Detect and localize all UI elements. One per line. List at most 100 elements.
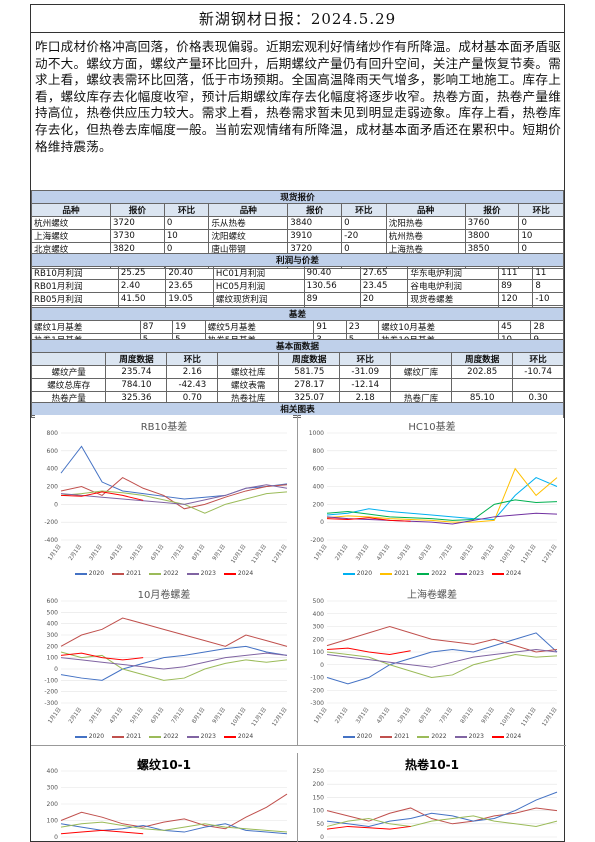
table-cell: 螺纹5月基差 — [204, 320, 315, 334]
legend-entry: 2024 — [491, 570, 521, 577]
x-tick-label: 7月1日 — [438, 543, 454, 562]
legend-entry: 2022 — [149, 733, 179, 740]
table-cell: 3720 — [109, 216, 165, 230]
table-cell: 报价 — [109, 203, 165, 217]
x-tick-label: 4月1日 — [375, 706, 391, 725]
table-cell: 0.30 — [512, 391, 564, 405]
table-header-cell — [217, 352, 280, 366]
legend-swatch — [342, 572, 355, 575]
y-tick-label: 200 — [313, 781, 325, 788]
table-cell: 螺纹总库存 — [30, 378, 107, 392]
charts-section-header: 相关图表 — [31, 402, 564, 416]
y-tick-label: -300 — [310, 700, 324, 707]
chart-2: 10月卷螺差 600 500 400 300 200 100 0 -100 -200 -300 1月1… — [35, 583, 293, 743]
table-cell: -12.14 — [339, 378, 392, 392]
x-tick-label: 6月1日 — [149, 706, 165, 725]
legend-entry: 2024 — [223, 733, 253, 740]
legend-swatch — [223, 572, 236, 575]
legend-entry: 2023 — [186, 733, 216, 740]
x-tick-label: 5月1日 — [396, 706, 412, 725]
x-tick-label: 11月1日 — [250, 543, 268, 565]
x-tick-label: 1月1日 — [47, 706, 63, 725]
table-cell: 螺纹社库 — [217, 365, 280, 379]
table-cell: 报价 — [464, 203, 520, 217]
x-tick-label: 8月1日 — [459, 706, 475, 725]
legend-entry: 2020 — [342, 570, 372, 577]
x-tick-label: 12月1日 — [541, 543, 559, 565]
charts-section-label: 相关图表 — [31, 402, 564, 416]
x-tick-label: 10月1日 — [499, 543, 517, 565]
x-tick-label: 7月1日 — [438, 706, 454, 725]
table-cell: 杭州螺纹 — [31, 216, 111, 230]
x-tick-label: 10月1日 — [499, 706, 517, 728]
table-cell: 278.17 — [278, 378, 341, 392]
table-cell: 202.85 — [451, 365, 514, 379]
chart-0: RB10基差 800 600 400 200 0 -200 -400 1月1日 2月1日 3月1日 4… — [35, 415, 293, 580]
table-row: RB01月利润 2.40 23.65 HC05月利润 130.56 23.45 谷电电炉利润… — [31, 279, 564, 293]
y-tick-label: 50 — [316, 821, 324, 828]
legend-entry: 2021 — [112, 570, 141, 577]
table-cell: 螺纹厂库 — [390, 365, 453, 379]
y-tick-label: 100 — [313, 808, 325, 815]
x-tick-label: 10月1日 — [229, 543, 247, 565]
table-cell: 3760 — [464, 216, 520, 230]
table-cell: 19.05 — [165, 292, 214, 306]
x-tick-label: 9月1日 — [480, 706, 496, 725]
chart-plot: 400 300 200 100 0 — [47, 768, 288, 841]
x-tick-label: 6月1日 — [417, 706, 433, 725]
table-cell: HC05月利润 — [212, 279, 305, 293]
x-tick-label: 6月1日 — [417, 543, 433, 562]
legend-entry: 2022 — [149, 570, 179, 577]
x-tick-label: 1月1日 — [47, 543, 63, 562]
table-cell: 784.10 — [105, 378, 168, 392]
table-cell: 杭州热卷 — [385, 229, 466, 243]
x-tick-label: 9月1日 — [211, 543, 227, 562]
table-cell: HC01月利润 — [212, 266, 305, 280]
x-tick-label: 6月1日 — [149, 543, 165, 562]
y-tick-label: 100 — [47, 655, 59, 662]
series-line-3 — [326, 648, 558, 668]
legend-entry: 2020 — [342, 733, 372, 740]
legend-swatch — [186, 572, 199, 575]
table-cell: -10.74 — [512, 365, 564, 379]
table-cell: 报价 — [287, 203, 343, 217]
series-line-3 — [60, 484, 288, 505]
series-line-1 — [326, 625, 558, 653]
chart-title: HC10基差 — [408, 422, 456, 433]
x-tick-label: 2月1日 — [333, 706, 349, 725]
table-cell: 28 — [530, 320, 564, 334]
chart-3: 上海卷螺差 500 400 300 200 100 0 -100 -200 -300 1月1日 2月1… — [301, 583, 563, 743]
legend-swatch — [74, 572, 87, 575]
table-cell: 27.65 — [359, 266, 409, 280]
y-tick-label: 200 — [47, 484, 59, 491]
y-tick-label: 1000 — [309, 430, 324, 437]
series-line-2 — [60, 651, 288, 681]
x-tick-label: 2月1日 — [67, 543, 83, 562]
table-cell: -42.43 — [166, 378, 219, 392]
table-cell: 2.16 — [166, 365, 219, 379]
y-tick-label: 250 — [313, 768, 325, 775]
table-cell — [451, 378, 514, 392]
table-cell — [512, 378, 564, 392]
y-tick-label: 200 — [47, 801, 59, 808]
table-cell: 8 — [532, 279, 564, 293]
legend-entry: 2021 — [380, 570, 409, 577]
y-tick-label: 300 — [47, 785, 59, 792]
y-tick-label: 100 — [313, 649, 325, 656]
chart-5: 热卷10-1 250 200 150 100 50 0 — [301, 753, 563, 841]
y-tick-label: 0 — [320, 834, 324, 841]
chart-divider — [297, 415, 298, 745]
x-tick-label: 11月1日 — [520, 706, 538, 728]
y-tick-label: 100 — [47, 818, 59, 825]
legend-swatch — [112, 735, 125, 738]
series-line-4 — [60, 652, 144, 661]
legend-swatch — [74, 735, 87, 738]
chart-1: HC10基差 1000 800 600 400 200 0 -200 1月1日 2月1日 3月1日 4… — [301, 415, 563, 580]
table-cell: 螺纹表需 — [217, 378, 280, 392]
legend-entry: 2024 — [223, 570, 253, 577]
table-cell: 3730 — [109, 229, 165, 243]
y-tick-label: 400 — [47, 768, 59, 775]
legend-swatch — [380, 572, 393, 575]
